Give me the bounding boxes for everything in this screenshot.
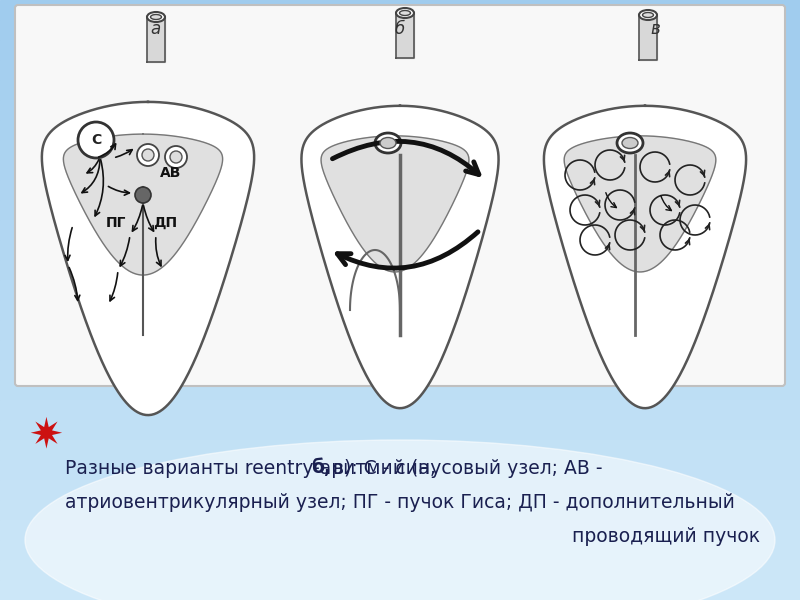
Polygon shape — [639, 15, 657, 60]
Text: ✷: ✷ — [28, 414, 63, 456]
Bar — [0, 200, 800, 221]
Bar — [0, 140, 800, 161]
Text: С: С — [91, 133, 101, 147]
Bar — [0, 0, 800, 21]
Ellipse shape — [150, 14, 162, 19]
Text: б,: б, — [312, 458, 332, 478]
Ellipse shape — [617, 133, 643, 153]
Polygon shape — [42, 102, 254, 415]
Bar — [0, 120, 800, 141]
Polygon shape — [396, 13, 414, 58]
Ellipse shape — [147, 12, 165, 22]
Text: а: а — [150, 20, 160, 38]
Circle shape — [165, 146, 187, 168]
Bar — [0, 500, 800, 521]
Bar — [0, 260, 800, 281]
Text: в: в — [650, 20, 660, 38]
Circle shape — [137, 144, 159, 166]
Circle shape — [170, 151, 182, 163]
Ellipse shape — [622, 137, 638, 148]
Bar — [0, 540, 800, 561]
Bar — [0, 300, 800, 321]
Ellipse shape — [380, 137, 396, 148]
Circle shape — [142, 149, 154, 161]
Text: АВ: АВ — [160, 166, 182, 180]
Bar — [0, 100, 800, 121]
Text: проводящий пучок: проводящий пучок — [572, 527, 760, 545]
Bar — [0, 440, 800, 461]
Bar — [0, 240, 800, 261]
Bar — [0, 520, 800, 541]
Bar — [0, 220, 800, 241]
Bar — [0, 400, 800, 421]
FancyBboxPatch shape — [15, 5, 785, 386]
Ellipse shape — [642, 13, 654, 17]
Bar — [0, 340, 800, 361]
Ellipse shape — [375, 133, 401, 153]
Polygon shape — [147, 17, 165, 62]
Polygon shape — [302, 106, 498, 408]
Bar — [0, 420, 800, 441]
Ellipse shape — [399, 10, 410, 16]
Polygon shape — [564, 136, 716, 272]
Circle shape — [135, 187, 151, 203]
Bar — [0, 380, 800, 401]
Polygon shape — [321, 136, 469, 272]
Ellipse shape — [25, 440, 775, 600]
Text: ДП: ДП — [153, 216, 177, 230]
Polygon shape — [63, 134, 222, 275]
Text: Разные варианты reentry-аритмий (а,: Разные варианты reentry-аритмий (а, — [65, 458, 442, 478]
Ellipse shape — [396, 8, 414, 18]
Bar — [0, 20, 800, 41]
Polygon shape — [544, 106, 746, 408]
Bar — [0, 80, 800, 101]
Bar — [0, 280, 800, 301]
Bar — [0, 320, 800, 341]
Text: б: б — [395, 20, 405, 38]
Ellipse shape — [639, 10, 657, 20]
Text: ПГ: ПГ — [106, 216, 126, 230]
Bar — [0, 360, 800, 381]
Bar — [0, 560, 800, 581]
Bar — [0, 40, 800, 61]
Text: атриовентрикулярный узел; ПГ - пучок Гиса; ДП - дополнительный: атриовентрикулярный узел; ПГ - пучок Гис… — [65, 493, 735, 511]
Bar — [0, 460, 800, 481]
Bar — [0, 160, 800, 181]
Bar — [0, 480, 800, 501]
Bar — [0, 580, 800, 600]
Text: в): С - синусовый узел; АВ -: в): С - синусовый узел; АВ - — [326, 458, 602, 478]
Bar — [0, 180, 800, 201]
Circle shape — [78, 122, 114, 158]
Bar — [0, 60, 800, 81]
